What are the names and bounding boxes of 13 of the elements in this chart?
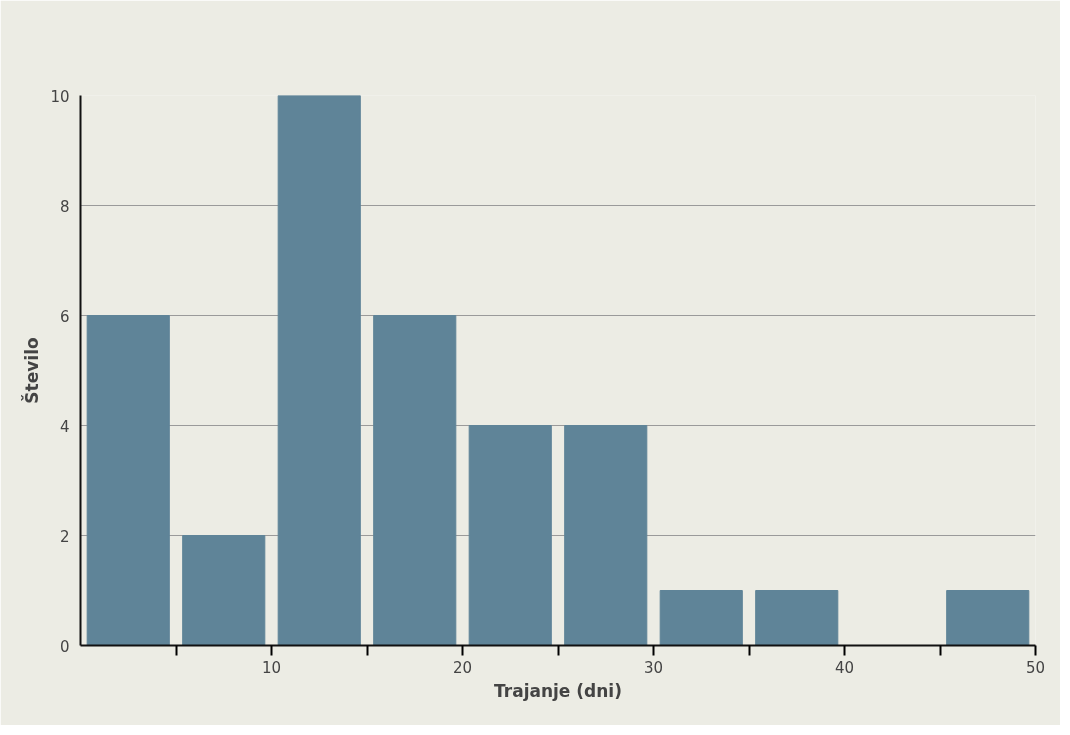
y-axis-title: Število <box>21 337 43 404</box>
y-tick-label: 2 <box>59 527 70 546</box>
y-tick-label: 6 <box>59 307 70 326</box>
y-tick-label: 10 <box>50 87 70 106</box>
y-tick-label: 4 <box>59 417 70 436</box>
x-tick-label: 30 <box>643 658 664 677</box>
y-tick-label: 8 <box>59 197 70 216</box>
x-tick-label: 20 <box>452 658 473 677</box>
x-tick-label: 50 <box>1025 658 1046 677</box>
x-tick-label: 40 <box>834 658 855 677</box>
x-axis-title: Trajanje (dni) <box>494 680 622 701</box>
y-tick-label: 0 <box>59 637 70 656</box>
x-tick-label: 10 <box>261 658 282 677</box>
